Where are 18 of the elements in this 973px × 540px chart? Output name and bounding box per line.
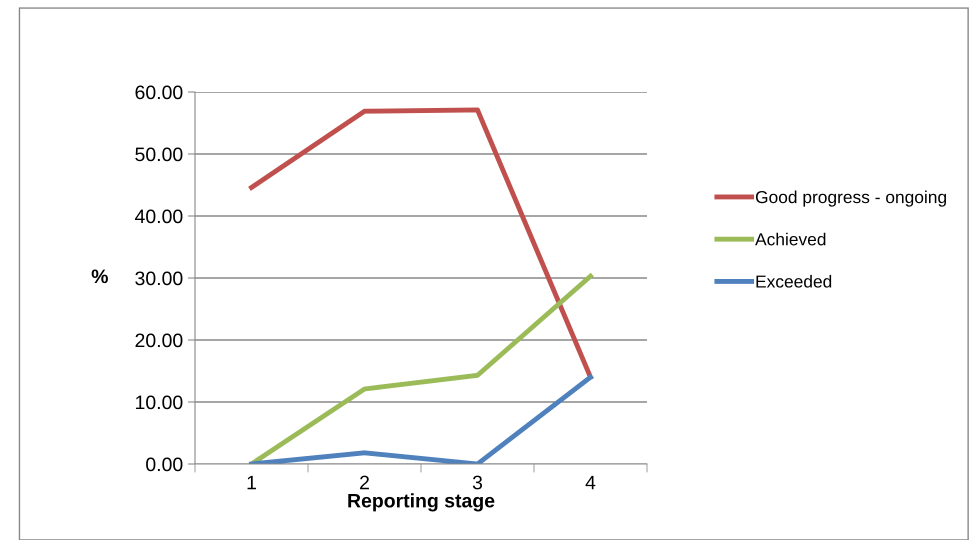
- y-tick-label: 30.00: [135, 271, 182, 286]
- x-axis-title: Reporting stage: [348, 493, 494, 512]
- line-series: [249, 108, 593, 380]
- x-tick-label: 4: [586, 476, 596, 490]
- y-tick-label: 50.00: [135, 147, 182, 162]
- legend-label: Achieved: [755, 232, 826, 246]
- legend-label: Exceeded: [756, 274, 832, 288]
- legend-label: Good progress - ongoing: [756, 190, 946, 207]
- y-tick-label: 60.00: [136, 85, 182, 100]
- y-axis-title: %: [92, 270, 108, 284]
- line-series: [249, 274, 593, 464]
- y-tick-label: 10.00: [136, 395, 182, 410]
- x-tick-label: 3: [472, 476, 482, 490]
- y-tick-label: 40.00: [134, 209, 182, 224]
- x-tick-label: 2: [360, 476, 369, 490]
- x-tick-label: 1: [248, 476, 256, 490]
- y-tick-label: 0.00: [146, 457, 182, 472]
- y-tick-label: 20.00: [136, 333, 182, 348]
